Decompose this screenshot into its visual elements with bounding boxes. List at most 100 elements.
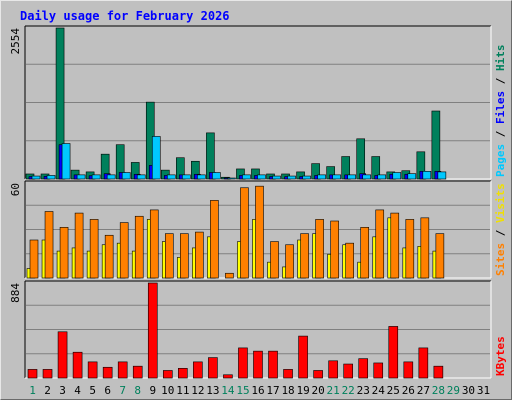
bar-kbytes-day-12 [193, 361, 203, 379]
bar-kbytes-day-18 [283, 369, 293, 379]
legend-hits: Hits [494, 45, 507, 72]
bar-kbytes-day-25 [388, 326, 399, 379]
bar-pages-day-13 [212, 172, 221, 180]
bar-kbytes-day-14 [223, 374, 233, 379]
bar-kbytes-day-11 [178, 368, 188, 379]
bar-hits-day-13 [206, 132, 215, 180]
bar-sites-day-16 [255, 185, 264, 279]
panel-visits-sites: 60 Sites / Visits [9, 180, 507, 279]
bar-sites-day-25 [390, 212, 400, 279]
bar-hits-day-28 [431, 110, 441, 180]
y-max-label: 60 [9, 183, 22, 196]
bar-pages-day-2 [46, 175, 56, 180]
bar-sites-day-15 [240, 187, 249, 279]
bar-sites-day-26 [405, 219, 415, 279]
bar-sites-day-9 [149, 209, 159, 279]
x-tick-day-31: 31 [477, 384, 490, 397]
bar-pages-day-26 [407, 173, 417, 180]
bar-sites-day-21 [330, 220, 339, 279]
bar-pages-day-9 [151, 136, 161, 180]
bar-pages-day-28 [437, 171, 447, 180]
bar-sites-day-8 [134, 215, 144, 279]
bar-kbytes-day-23 [358, 358, 369, 379]
x-tick-day-3: 3 [59, 384, 66, 397]
bar-sites-day-10 [164, 233, 174, 279]
bar-sites-day-24 [375, 209, 385, 279]
bar-kbytes-day-20 [313, 370, 323, 379]
bar-pages-day-23 [362, 174, 372, 180]
bar-sites-day-19 [300, 233, 309, 279]
x-tick-day-29: 29 [447, 384, 460, 397]
x-tick-day-7: 7 [119, 384, 126, 397]
bar-kbytes-day-27 [418, 347, 429, 379]
bar-pages-day-8 [136, 174, 146, 180]
legend-separator: / [494, 124, 507, 144]
bar-kbytes-day-24 [373, 362, 384, 379]
series-legend: Sites / Visits [494, 183, 507, 276]
x-tick-day-26: 26 [402, 384, 415, 397]
chart-title: Daily usage for February 2026 [20, 9, 230, 23]
bar-kbytes-day-19 [298, 335, 308, 379]
x-tick-day-16: 16 [251, 384, 264, 397]
bar-sites-day-1 [29, 239, 39, 279]
bar-kbytes-day-9 [147, 282, 158, 379]
legend-kbytes: KBytes [494, 336, 507, 376]
x-tick-day-8: 8 [134, 384, 141, 397]
bar-kbytes-day-15 [238, 347, 248, 379]
bar-kbytes-day-28 [433, 365, 444, 379]
bar-kbytes-day-4 [72, 351, 83, 379]
x-tick-day-22: 22 [342, 384, 355, 397]
x-tick-day-12: 12 [191, 384, 204, 397]
bar-pages-day-24 [377, 174, 387, 180]
bar-pages-day-19 [302, 175, 311, 180]
bar-pages-day-16 [257, 174, 266, 180]
chart-panels: 2554 Pages / Files / Hits 60 Sites / Visits… [9, 25, 507, 379]
x-tick-day-24: 24 [372, 384, 386, 397]
bar-pages-day-20 [317, 174, 326, 180]
bar-sites-day-3 [59, 227, 69, 279]
x-tick-day-5: 5 [89, 384, 96, 397]
x-tick-day-21: 21 [327, 384, 340, 397]
x-tick-day-10: 10 [161, 384, 174, 397]
bar-pages-day-22 [347, 174, 356, 180]
bar-pages-day-7 [121, 172, 131, 180]
x-tick-day-11: 11 [176, 384, 189, 397]
bar-sites-day-17 [270, 241, 279, 279]
x-tick-day-30: 30 [462, 384, 475, 397]
bar-pages-day-12 [197, 174, 206, 180]
x-tick-day-27: 27 [417, 384, 430, 397]
y-max-label: 884 [9, 283, 22, 303]
x-tick-day-17: 17 [266, 384, 279, 397]
panel-pages-files-hits: 2554 Pages / Files / Hits [9, 25, 507, 180]
bar-pages-day-14 [227, 177, 236, 180]
bar-pages-day-21 [332, 174, 341, 180]
bar-sites-day-6 [104, 234, 114, 279]
bar-kbytes-day-16 [253, 350, 263, 379]
bar-kbytes-day-3 [57, 331, 68, 379]
x-tick-day-25: 25 [387, 384, 400, 397]
bar-kbytes-day-17 [268, 350, 278, 379]
bar-pages-day-18 [287, 175, 296, 180]
x-tick-day-1: 1 [29, 384, 36, 397]
legend-visits: Visits [494, 183, 507, 223]
x-tick-day-23: 23 [357, 384, 370, 397]
x-tick-day-9: 9 [149, 384, 156, 397]
bar-kbytes-day-8 [132, 365, 143, 379]
bar-kbytes-day-5 [87, 361, 98, 379]
series-legend: KBytes [494, 336, 507, 376]
x-tick-day-20: 20 [312, 384, 325, 397]
bar-pages-day-17 [272, 175, 281, 180]
bar-pages-day-25 [392, 172, 402, 180]
x-tick-day-13: 13 [206, 384, 219, 397]
bar-pages-day-5 [91, 174, 101, 180]
x-tick-day-2: 2 [44, 384, 51, 397]
x-tick-day-6: 6 [104, 384, 111, 397]
panel-kbytes: 884 KBytes [9, 280, 507, 379]
bar-sites-day-23 [360, 227, 370, 279]
bar-pages-day-1 [31, 175, 41, 180]
bar-kbytes-day-10 [162, 370, 173, 379]
legend-separator: / [494, 223, 507, 243]
bar-kbytes-day-22 [343, 363, 353, 379]
bar-kbytes-day-21 [328, 360, 338, 379]
